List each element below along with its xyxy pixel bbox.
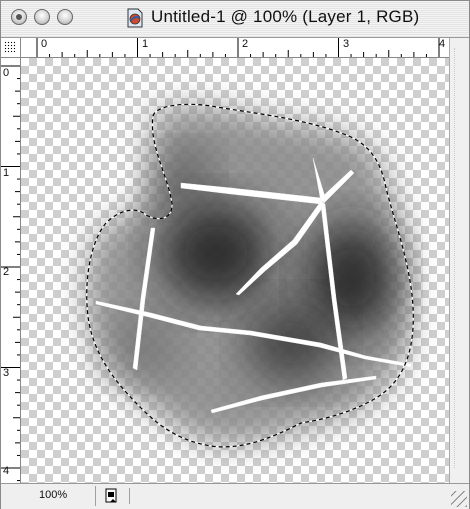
vruler-label-0: 0 (3, 67, 10, 79)
document-info-icon[interactable] (105, 488, 119, 504)
hruler-label-4: 4 (439, 38, 446, 50)
hruler-label-3: 3 (343, 38, 350, 50)
horizontal-ruler-ticks (36, 38, 440, 57)
vertical-scrollbar[interactable] (449, 38, 469, 483)
vruler-label-2: 2 (3, 266, 10, 278)
vruler-label-4: 4 (3, 465, 10, 477)
hruler-label-2: 2 (242, 38, 249, 50)
close-button[interactable] (11, 9, 27, 25)
title-bar[interactable]: Untitled-1 @ 100% (Layer 1, RGB) (1, 1, 469, 38)
vertical-ruler[interactable]: 0 1 2 3 4 (1, 58, 21, 483)
minimize-button[interactable] (34, 9, 50, 25)
status-bar: 100% (1, 483, 469, 509)
window-title: Untitled-1 @ 100% (Layer 1, RGB) (151, 7, 420, 26)
vertical-scroll-track[interactable] (454, 48, 465, 468)
gray-blob (87, 106, 410, 444)
vertical-ruler-ticks (1, 65, 20, 482)
horizontal-ruler[interactable]: 0 1 2 3 4 (21, 38, 449, 58)
zoom-level[interactable]: 100% (39, 489, 68, 501)
marching-ants-selection (86, 103, 414, 448)
document-canvas[interactable] (21, 58, 449, 483)
crack-lines (95, 157, 412, 414)
vruler-label-3: 3 (3, 367, 10, 379)
hruler-label-0: 0 (41, 38, 48, 50)
photoshop-document-icon (127, 8, 143, 28)
resize-grip[interactable] (451, 491, 467, 507)
hruler-label-1: 1 (142, 38, 149, 50)
artwork (86, 103, 414, 448)
ruler-origin[interactable] (1, 38, 21, 58)
status-divider (95, 486, 96, 506)
horizontal-scrollbar[interactable] (129, 488, 448, 504)
zoom-button[interactable] (57, 9, 73, 25)
vruler-label-1: 1 (3, 167, 10, 179)
